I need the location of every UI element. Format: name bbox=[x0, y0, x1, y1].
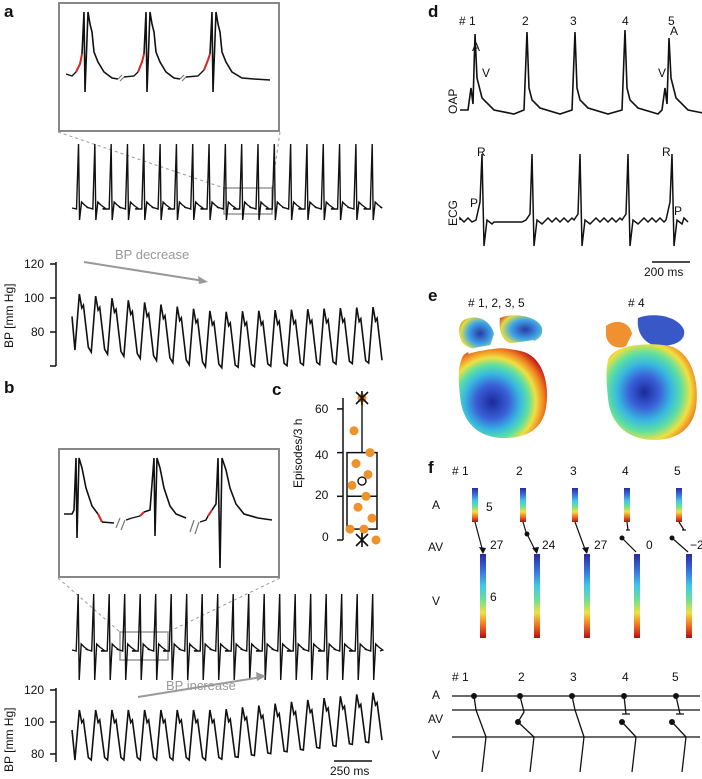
beat-label-d-2: 2 bbox=[522, 14, 529, 28]
ytick-b-100: 100 bbox=[24, 715, 45, 729]
scalebar-d-label: 200 ms bbox=[644, 265, 684, 279]
a-value: 5 bbox=[486, 500, 493, 514]
av-value-1: 27 bbox=[490, 538, 504, 552]
ytick-c-0: 0 bbox=[322, 530, 329, 544]
inset-a bbox=[58, 2, 280, 132]
ladder-beat-3: 3 bbox=[570, 670, 577, 684]
beat-label-d-1: # 1 bbox=[459, 14, 476, 28]
data-point bbox=[361, 491, 371, 501]
ladder-beat-1: # 1 bbox=[452, 670, 469, 684]
ecg-trace-d bbox=[459, 153, 689, 247]
outlier-max-marker bbox=[355, 391, 369, 405]
av-value-4: 0 bbox=[646, 538, 653, 552]
bp-annotation-a: BP decrease bbox=[115, 247, 190, 262]
ladder-row-v: V bbox=[432, 748, 441, 762]
activation-map-1 bbox=[458, 315, 548, 438]
inset-b bbox=[58, 448, 280, 578]
outlier-min-marker bbox=[355, 533, 369, 547]
ytick-a-100: 100 bbox=[24, 291, 45, 305]
map-title-e-1: # 1, 2, 3, 5 bbox=[468, 296, 525, 310]
data-point bbox=[367, 513, 377, 523]
wave-label-a5: A bbox=[670, 24, 679, 38]
bp-trace-a bbox=[71, 293, 383, 370]
beat-label-f-4: 4 bbox=[622, 464, 629, 478]
wave-label-v5: V bbox=[658, 66, 667, 80]
data-point bbox=[365, 448, 375, 458]
scalebar-b-label: 250 ms bbox=[330, 764, 370, 778]
panel-label-a: a bbox=[4, 2, 14, 21]
panel-label-d: d bbox=[428, 2, 439, 21]
ytick-a-120: 120 bbox=[24, 257, 45, 271]
row-label-f-a: A bbox=[432, 498, 441, 512]
beat-label-f-3: 3 bbox=[570, 464, 577, 478]
ladder-beat-4: 4 bbox=[622, 670, 629, 684]
ecg-trace-a bbox=[71, 143, 383, 221]
wave-label-r5: R bbox=[662, 145, 671, 159]
data-point bbox=[345, 524, 355, 534]
ytick-b-80: 80 bbox=[31, 747, 45, 761]
beat-label-d-5: 5 bbox=[668, 14, 675, 28]
ladder-beat-2: 2 bbox=[518, 670, 525, 684]
data-point bbox=[371, 535, 381, 545]
activation-map-2 bbox=[606, 315, 697, 440]
data-point bbox=[363, 469, 373, 479]
wave-label-p5: P bbox=[674, 204, 683, 218]
ecg-trace-b bbox=[71, 593, 385, 681]
panel-label-f: f bbox=[428, 458, 434, 477]
beat-label-d-3: 3 bbox=[570, 14, 577, 28]
wave-label-v1: V bbox=[482, 66, 491, 80]
ladder-row-a: A bbox=[432, 688, 441, 702]
beat-label-d-4: 4 bbox=[622, 14, 629, 28]
box-mean bbox=[357, 476, 367, 486]
av-value-3: 27 bbox=[594, 538, 608, 552]
ytick-b-120: 120 bbox=[24, 683, 45, 697]
beat-label-f-1: # 1 bbox=[452, 464, 469, 478]
ytick-c-40: 40 bbox=[315, 448, 329, 462]
ytick-c-20: 20 bbox=[315, 488, 329, 502]
data-point bbox=[351, 459, 361, 469]
ytick-a-80: 80 bbox=[31, 325, 45, 339]
beat-label-f-5: 5 bbox=[674, 464, 681, 478]
map-title-e-2: # 4 bbox=[628, 296, 645, 310]
panel-label-c: c bbox=[272, 380, 282, 399]
row-label-f-av: AV bbox=[428, 540, 444, 554]
ytick-c-60: 60 bbox=[315, 402, 329, 416]
wave-label-r1: R bbox=[477, 145, 486, 159]
beat-label-f-2: 2 bbox=[516, 464, 523, 478]
v-value: 6 bbox=[490, 590, 497, 604]
bp-trace-b bbox=[71, 692, 383, 762]
data-point bbox=[359, 524, 369, 534]
panel-label-b: b bbox=[4, 378, 15, 397]
ladder-row-av: AV bbox=[428, 712, 444, 726]
data-point bbox=[349, 426, 359, 436]
data-point bbox=[347, 480, 357, 490]
ladder-beat-5: 5 bbox=[672, 670, 679, 684]
wave-label-p1: P bbox=[470, 196, 479, 210]
panel-label-e: e bbox=[428, 286, 438, 305]
data-point bbox=[353, 502, 363, 512]
av-value-5: −24 bbox=[690, 538, 702, 552]
row-label-f-v: V bbox=[432, 594, 441, 608]
av-value-2: 24 bbox=[542, 538, 556, 552]
oap-trace bbox=[460, 29, 702, 115]
